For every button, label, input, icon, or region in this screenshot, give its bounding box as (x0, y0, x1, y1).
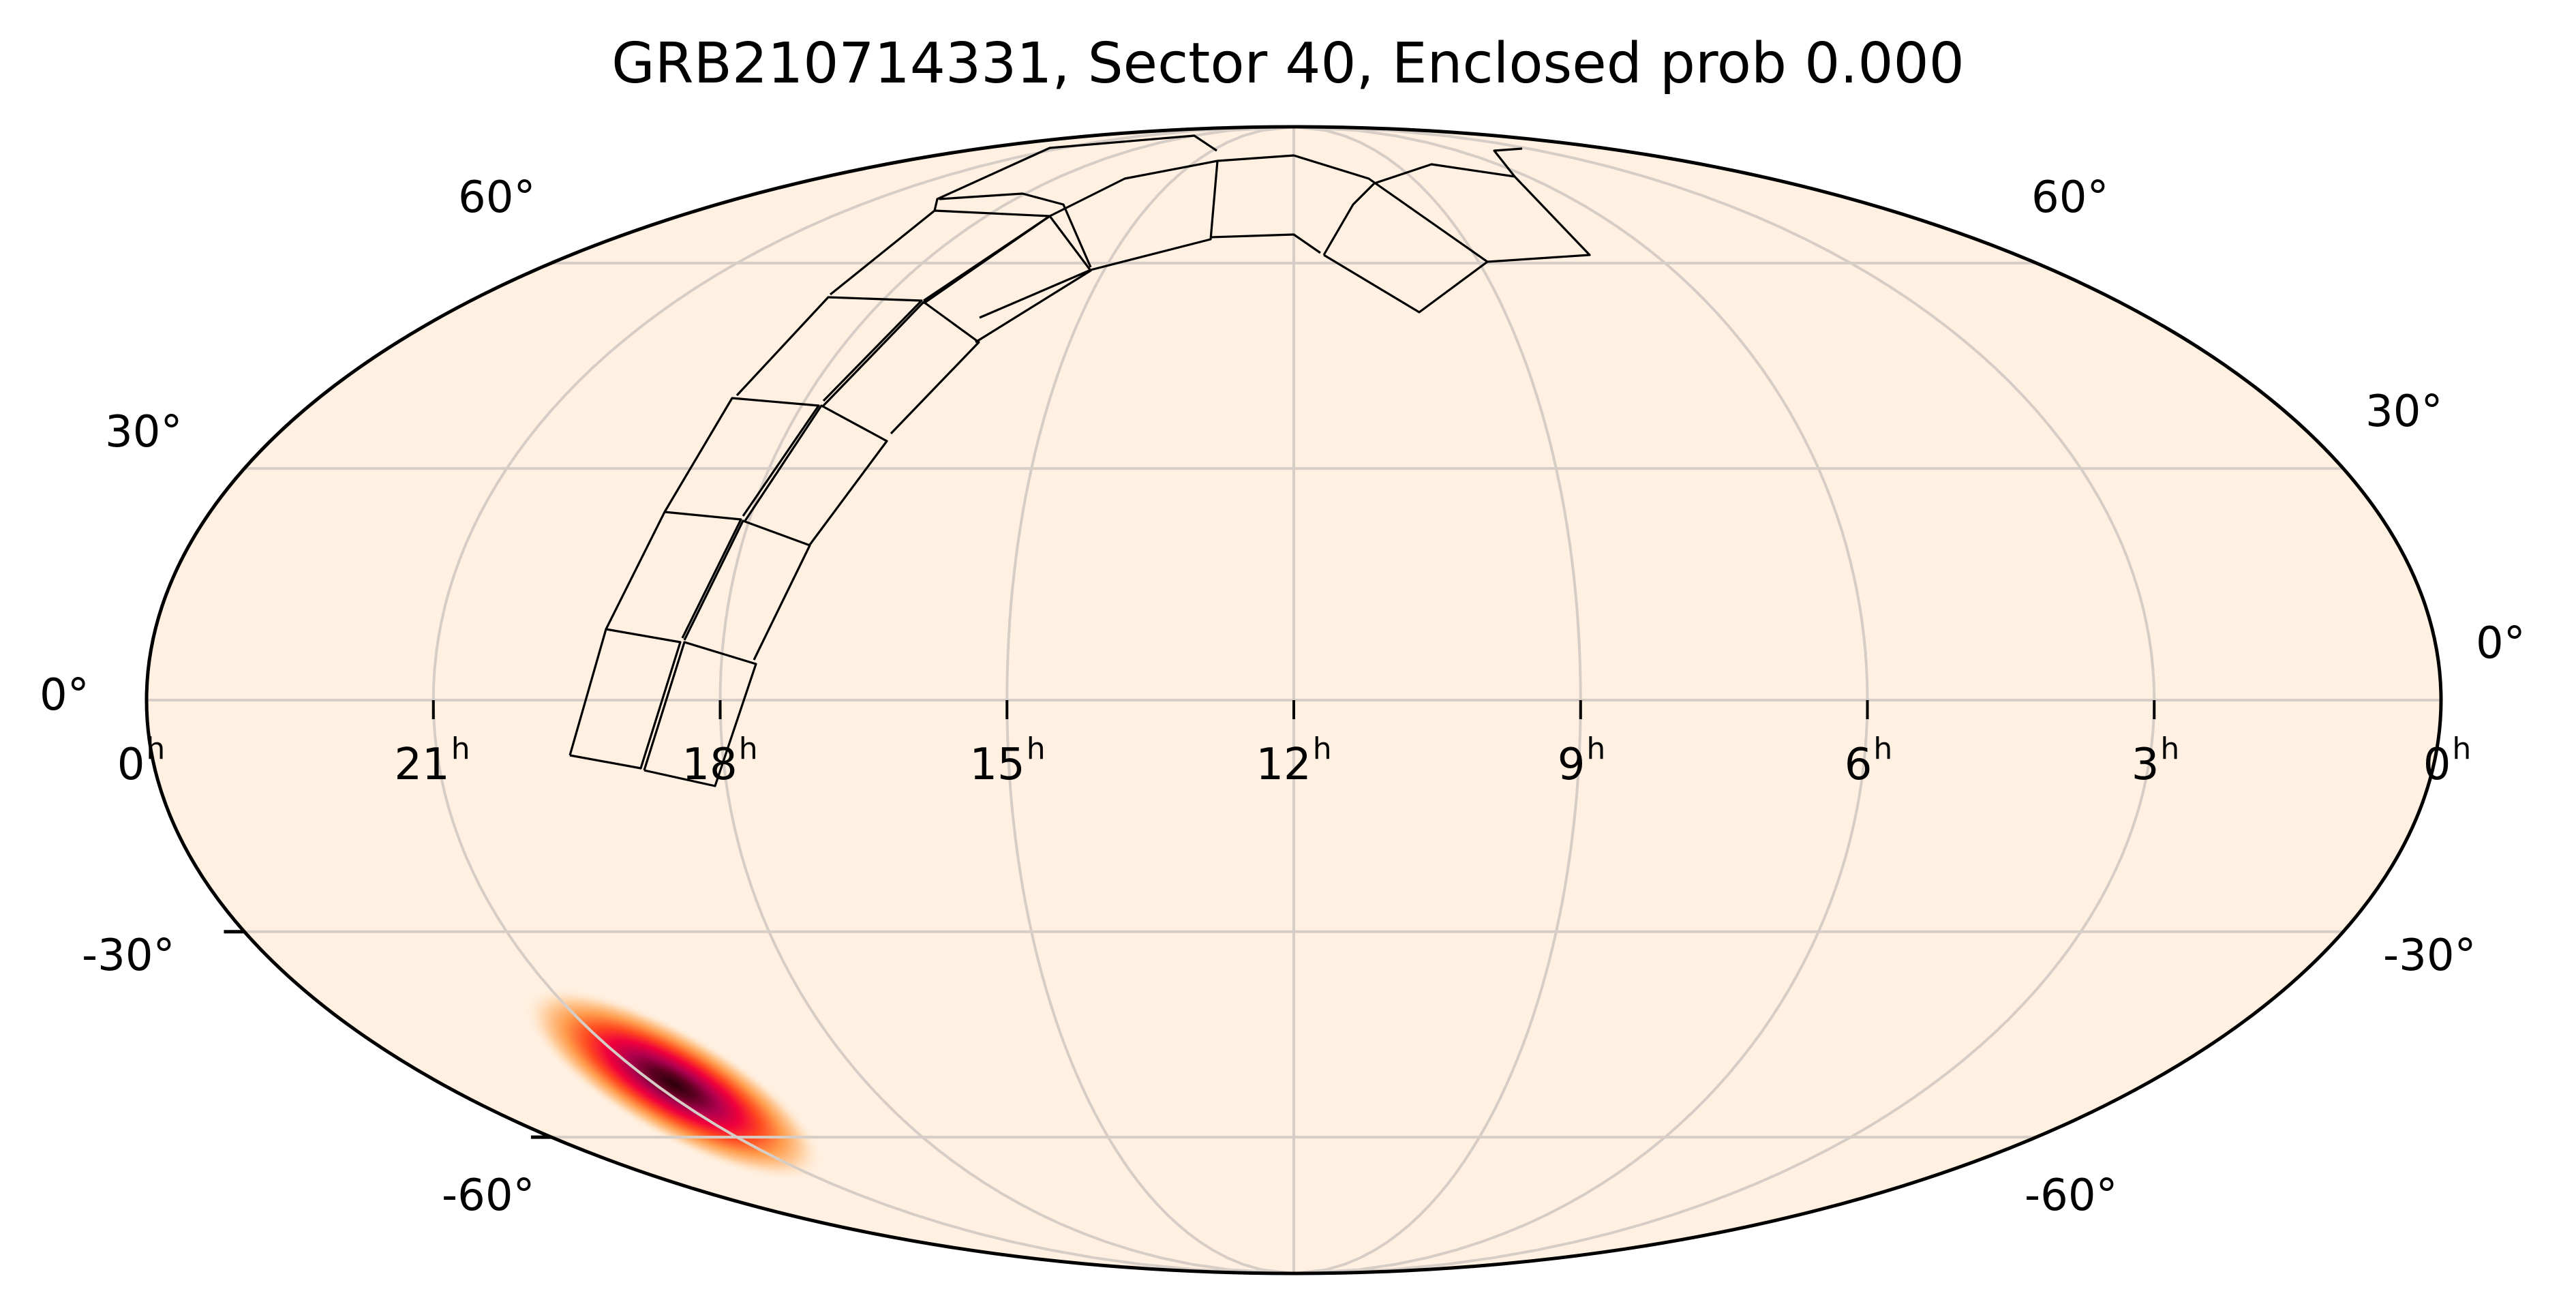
ra-tick-label: 15h (969, 731, 1046, 790)
ccd-footprint-outline (683, 519, 811, 661)
dec-tick-label: -30° (82, 931, 175, 981)
ra-tick-label: 0h (117, 731, 166, 790)
dec-tick-label: -60° (442, 1170, 535, 1221)
ccd-footprint-outline (1049, 160, 1218, 217)
dec-tick-label: 0° (2476, 618, 2526, 669)
ccd-footprint-outline (643, 641, 757, 787)
ccd-footprint-outline (829, 209, 1051, 302)
dec-tick-label: 60° (458, 172, 536, 223)
ccd-footprint-outline (822, 301, 980, 435)
ccd-footprint-outline (923, 215, 1092, 344)
ra-tick-label: 0h (2423, 731, 2472, 790)
ra-tick-label: 6h (1844, 731, 1893, 790)
dec-tick-label: 30° (2365, 387, 2443, 437)
ccd-footprint-outline (933, 134, 1217, 211)
ccd-footprint-outline (605, 511, 742, 639)
ccd-footprint-outline (1323, 147, 1591, 314)
ccd-footprint-outline (1210, 233, 1321, 254)
ccd-footprint-outline (1322, 163, 1515, 256)
dec-tick-label: 30° (105, 407, 183, 457)
ccd-footprint-outline (736, 296, 923, 402)
dec-tick-label: -60° (2025, 1170, 2118, 1221)
dec-tick-label: -30° (2383, 931, 2476, 981)
ccd-footprint-outline (1217, 154, 1488, 263)
chart-title: GRB210714331, Sector 40, Enclosed prob 0… (611, 31, 1965, 96)
ra-tick-label: 12h (1256, 731, 1332, 790)
ra-tick-label: 3h (2131, 731, 2180, 790)
ccd-footprint-outline (663, 397, 820, 517)
ra-tick-label: 21h (394, 731, 470, 790)
sky-outline (145, 125, 2443, 1275)
ccd-footprint-outline (744, 404, 888, 545)
ccd-footprint-outline (569, 628, 682, 770)
tess-footprints (569, 134, 1591, 787)
dec-tick-label: 60° (2031, 172, 2109, 223)
ccd-footprint-outline (979, 160, 1219, 319)
ccd-footprint-outline (939, 192, 1092, 268)
ra-tick-label: 18h (682, 731, 758, 790)
probability-blob (524, 986, 823, 1181)
dec-tick-label: 0° (40, 670, 89, 721)
ra-tick-label: 9h (1557, 731, 1606, 790)
